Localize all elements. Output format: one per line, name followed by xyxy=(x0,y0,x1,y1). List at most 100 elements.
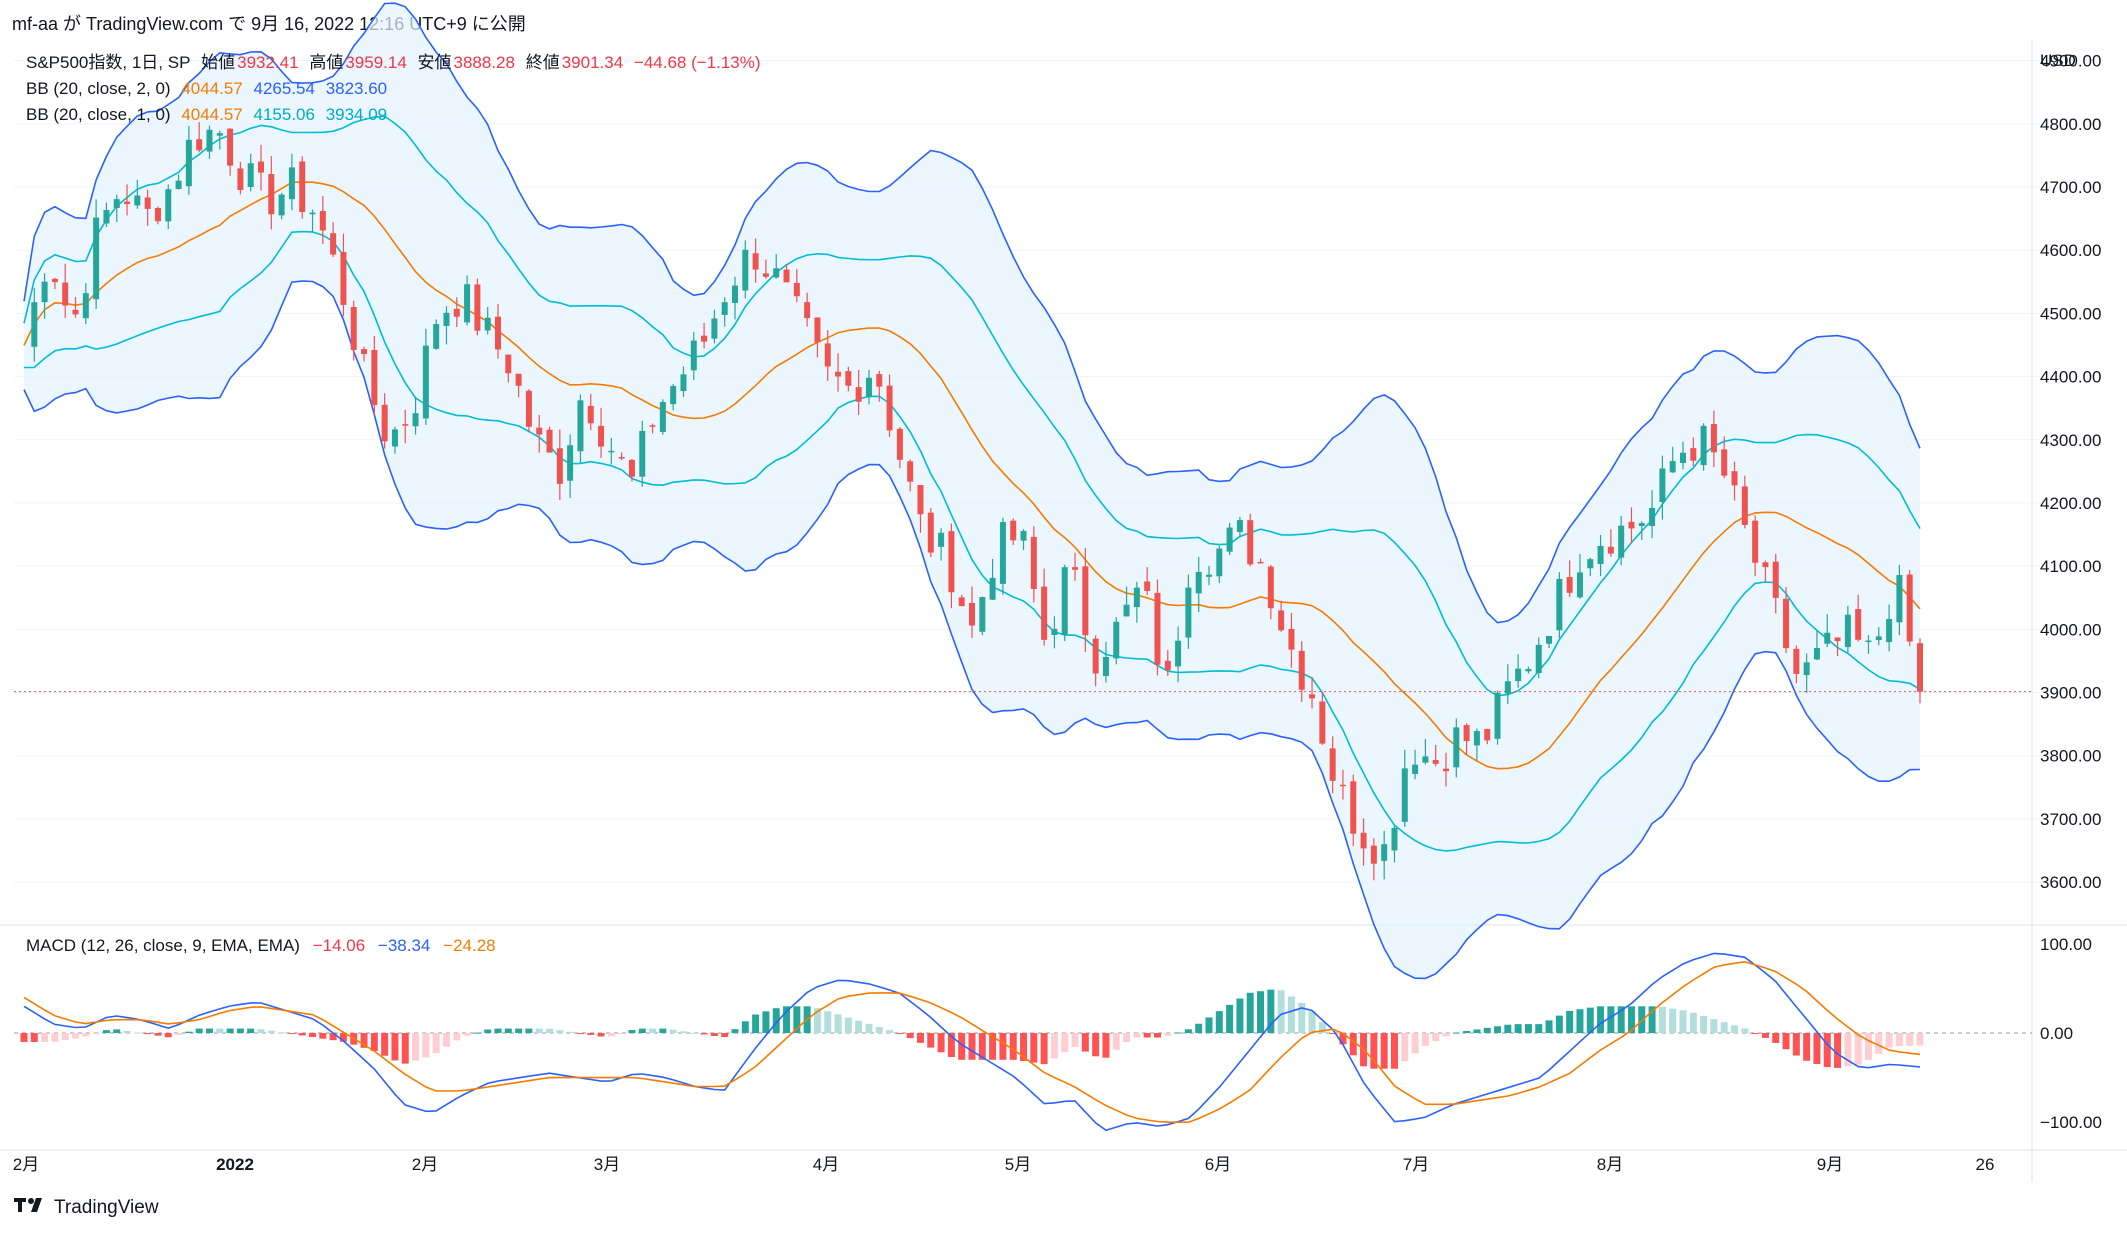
time-tick-label: 4月 xyxy=(813,1155,839,1174)
candle-body xyxy=(1680,452,1686,464)
macd-hist-bar xyxy=(721,1033,729,1038)
macd-hist-bar xyxy=(762,1011,770,1034)
candle xyxy=(1298,641,1305,702)
macd-hist-bar xyxy=(649,1028,657,1034)
candle xyxy=(969,586,975,638)
macd-hist-bar xyxy=(144,1033,152,1035)
time-axis: 2月 2022 2月 3月 4月 5月 6月 7月 8月 9月 26 xyxy=(13,1155,1995,1174)
candle xyxy=(350,300,357,361)
price-axis: 4900.00 4800.00 4700.00 4600.00 4500.00 4400.… xyxy=(2040,51,2101,892)
candle xyxy=(1278,600,1285,632)
candle-body xyxy=(1587,559,1594,569)
candle-body xyxy=(577,400,584,452)
candle xyxy=(835,353,842,392)
footer-brand[interactable]: TradingView xyxy=(54,1197,159,1218)
candle-body xyxy=(1494,692,1501,739)
price-tick-label: 4300.00 xyxy=(2040,431,2101,450)
macd-hist-bar xyxy=(72,1033,80,1039)
candle-body xyxy=(587,405,594,424)
macd-hist-bar xyxy=(92,1033,100,1035)
candle-body xyxy=(62,282,69,306)
candle-body xyxy=(72,309,79,315)
candle-body xyxy=(1803,662,1810,676)
candle xyxy=(1504,664,1511,705)
candle xyxy=(1391,826,1398,863)
candle-body xyxy=(567,445,574,481)
candle xyxy=(1164,650,1171,676)
candle xyxy=(1319,692,1326,745)
candle-body xyxy=(969,602,975,626)
candle-body xyxy=(1350,781,1357,834)
macd-hist-bar xyxy=(1009,1033,1017,1060)
candle-body xyxy=(546,429,553,453)
candle xyxy=(1041,568,1048,646)
candle-body xyxy=(1813,647,1820,660)
candle-body xyxy=(680,374,687,392)
macd-hist-bar xyxy=(525,1028,533,1034)
macd-hist-bar xyxy=(247,1028,255,1034)
candle-body xyxy=(227,128,234,166)
candle-body xyxy=(639,430,646,477)
candle-body xyxy=(773,268,780,278)
candle xyxy=(1772,554,1779,614)
macd-hist-bar xyxy=(566,1031,574,1034)
candle xyxy=(1185,574,1192,649)
candle-body xyxy=(979,597,986,632)
time-tick-label: 6月 xyxy=(1205,1155,1231,1174)
macd-hist-bar xyxy=(1689,1012,1697,1034)
symbol-title[interactable]: S&P500指数, 1日, SP xyxy=(26,53,191,72)
bb2-lower: 3823.60 xyxy=(325,79,388,98)
candle-body xyxy=(1391,827,1398,851)
candle-body xyxy=(361,349,368,355)
bb2-upper-line xyxy=(23,2,1921,624)
candle xyxy=(288,153,295,211)
bb1-lower: 3934.09 xyxy=(325,105,388,124)
candle-body xyxy=(412,413,419,427)
candle xyxy=(268,156,275,230)
candle-body xyxy=(258,161,264,173)
legend-bb1-row[interactable]: BB (20, close, 1, 0) 4044.57 4155.06 393… xyxy=(26,102,767,128)
candle xyxy=(299,156,306,219)
candle xyxy=(443,306,450,345)
candle-body xyxy=(1319,701,1326,744)
macd-hist-bar xyxy=(1421,1033,1429,1046)
candle xyxy=(618,452,625,461)
macd-hist-bar xyxy=(916,1033,924,1043)
macd-hist-bar xyxy=(154,1033,162,1036)
candle-body xyxy=(1700,425,1707,466)
signal-line xyxy=(23,960,1921,1123)
macd-hist-bar xyxy=(659,1028,667,1034)
macd-hist-bar xyxy=(958,1033,966,1060)
candle xyxy=(154,206,161,225)
candle-body xyxy=(711,318,718,339)
candle-body xyxy=(1504,681,1511,694)
candle-body xyxy=(762,273,769,277)
candle xyxy=(1597,534,1604,577)
candle-body xyxy=(1020,530,1027,541)
candle xyxy=(31,287,38,362)
candle xyxy=(732,276,738,320)
macd-hist-bar xyxy=(1339,1033,1347,1045)
macd-hist-bar xyxy=(1607,1006,1615,1034)
candles xyxy=(31,122,1923,881)
candle xyxy=(216,130,223,150)
macd-hist-bar xyxy=(535,1028,543,1034)
tradingview-logo-icon[interactable] xyxy=(14,1196,48,1220)
macd-hist-bar xyxy=(1782,1033,1790,1050)
macd-hist-bar xyxy=(1834,1033,1842,1068)
candle-body xyxy=(732,285,738,303)
candle-body xyxy=(1133,587,1140,608)
candle-body xyxy=(1607,546,1614,554)
macd-hist-bar xyxy=(1411,1033,1419,1054)
candle-body xyxy=(1247,520,1254,565)
candle xyxy=(495,304,501,359)
candle-body xyxy=(1793,648,1800,674)
candle xyxy=(824,330,831,381)
candle-body xyxy=(1144,581,1151,591)
candle-body xyxy=(999,522,1006,584)
macd-legend[interactable]: MACD (12, 26, close, 9, EMA, EMA) −14.06… xyxy=(26,936,504,956)
candle-body xyxy=(196,139,203,151)
legend-bb2-row[interactable]: BB (20, close, 2, 0) 4044.57 4265.54 382… xyxy=(26,76,767,102)
candle-body xyxy=(1195,572,1202,594)
